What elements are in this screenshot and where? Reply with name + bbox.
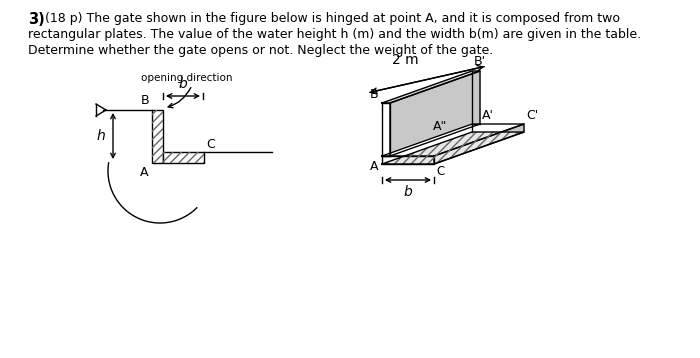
Bar [152,110,163,163]
Text: A: A [139,166,148,179]
Text: A': A' [482,109,494,122]
Text: 2 m: 2 m [392,53,419,67]
Text: opening direction: opening direction [141,73,232,83]
Text: h: h [97,130,105,144]
Polygon shape [390,71,480,156]
Polygon shape [382,71,480,103]
Text: A": A" [433,120,447,132]
Polygon shape [382,124,524,156]
Text: 3): 3) [28,12,45,27]
Text: Determine whether the gate opens or not. Neglect the weight of the gate.: Determine whether the gate opens or not.… [28,44,493,57]
Bar [163,152,204,163]
Bar [152,110,163,163]
Polygon shape [382,132,524,164]
Text: C: C [206,138,215,151]
Text: rectangular plates. The value of the water height h (m) and the width b(m) are g: rectangular plates. The value of the wat… [28,28,641,41]
Text: B': B' [474,55,486,68]
Text: (18 p) The gate shown in the figure below is hinged at point A, and it is compos: (18 p) The gate shown in the figure belo… [45,12,620,25]
Text: B: B [141,94,149,107]
Bar [163,152,204,163]
Polygon shape [382,103,390,156]
Polygon shape [434,124,524,164]
Text: b: b [404,185,412,199]
Text: C: C [436,165,445,178]
Text: A: A [370,160,378,173]
Text: B: B [370,88,378,101]
Polygon shape [382,156,434,164]
Text: C': C' [526,109,538,122]
Text: b: b [178,77,188,91]
